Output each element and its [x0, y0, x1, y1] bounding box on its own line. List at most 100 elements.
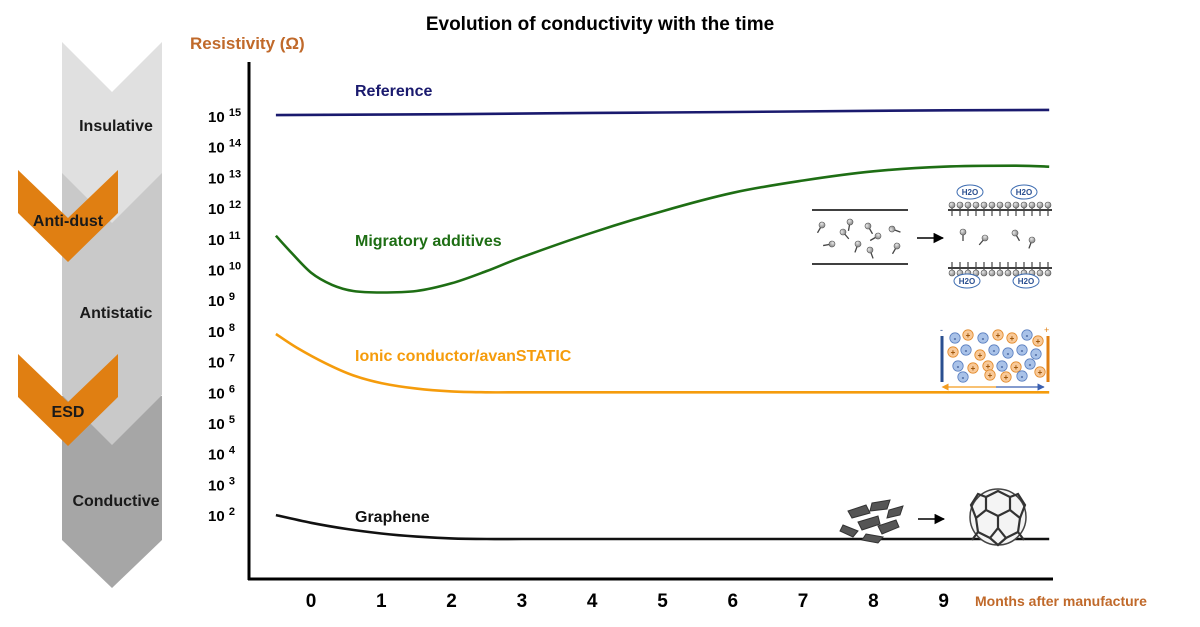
y-tick-label: 10 4: [208, 445, 236, 464]
svg-text:-: -: [965, 346, 968, 355]
y-tick-label: 10 2: [208, 506, 235, 525]
series-line-ionic-conductor: [275, 332, 1050, 394]
svg-text:+: +: [966, 331, 971, 340]
svg-text:H2O: H2O: [1016, 188, 1032, 197]
svg-text:-: -: [1021, 372, 1024, 381]
x-tick-label: 9: [938, 591, 949, 612]
y-tick-label: 10 9: [208, 291, 235, 310]
y-tick-label: 10 10: [208, 261, 241, 280]
svg-text:+: +: [1004, 373, 1009, 382]
water-bubble: H2O: [1010, 184, 1038, 200]
y-tick-label: 10 7: [208, 353, 235, 372]
water-bubble: H2O: [956, 184, 984, 200]
additive-molecule: [866, 246, 874, 259]
svg-text:-: -: [1021, 346, 1024, 355]
band-anti-dust: [18, 170, 118, 262]
y-tick-label: 10 5: [208, 414, 235, 433]
x-axis-label: Months after manufacture: [975, 593, 1147, 609]
additive-molecule: [891, 242, 901, 255]
additive-molecule: [823, 240, 836, 248]
svg-text:-: -: [993, 346, 996, 355]
svg-text:-: -: [962, 373, 965, 382]
svg-text:+: +: [1036, 337, 1041, 346]
additive-molecule: [846, 218, 854, 231]
x-tick-label: 4: [587, 591, 598, 612]
svg-text:-: -: [1001, 362, 1004, 371]
graphene-flake: [869, 499, 891, 512]
x-tick-label: 6: [728, 591, 739, 612]
series-label: Ionic conductor/avanSTATIC: [355, 348, 572, 365]
x-tick-label: 0: [306, 591, 317, 612]
band-insulative: [62, 42, 162, 223]
additive-molecule: [888, 225, 901, 233]
x-tick-label: 8: [868, 591, 879, 612]
band-label-anti-dust: Anti-dust: [33, 213, 104, 230]
y-tick-label: 10 6: [208, 383, 235, 402]
additive-molecule: [839, 228, 850, 240]
graphene-flake: [861, 533, 884, 544]
svg-text:-: -: [957, 362, 960, 371]
x-tick-label: 1: [376, 591, 387, 612]
svg-text:-: -: [940, 325, 943, 335]
svg-text:+: +: [986, 362, 991, 371]
y-tick-label: 10 12: [208, 199, 241, 218]
band-label-conductive: Conductive: [72, 493, 159, 510]
migratory-additives-illustration: H2O H2O H2O H2O: [812, 184, 1052, 289]
water-bubble: H2O: [953, 273, 981, 289]
graphene-flake: [847, 504, 871, 519]
svg-text:H2O: H2O: [1018, 277, 1034, 286]
svg-text:+: +: [996, 331, 1001, 340]
chart-title: Evolution of conductivity with the time: [426, 14, 774, 35]
svg-text:H2O: H2O: [962, 188, 978, 197]
fullerene-icon: [969, 488, 1027, 547]
svg-text:+: +: [1038, 368, 1043, 377]
additive-molecule: [854, 240, 862, 253]
x-tick-label: 7: [798, 591, 809, 612]
additive-molecule: [869, 232, 882, 242]
band-conductive: [62, 396, 162, 588]
y-tick-label: 10 8: [208, 322, 235, 341]
svg-text:-: -: [1026, 331, 1029, 340]
series-line-reference: [275, 108, 1050, 117]
x-tick-label: 3: [517, 591, 528, 612]
svg-text:H2O: H2O: [959, 277, 975, 286]
y-tick-label: 10 14: [208, 138, 242, 157]
band-esd: [18, 354, 118, 446]
y-tick-label: 10 11: [208, 230, 241, 249]
series-label: Migratory additives: [355, 233, 502, 250]
ionic-conductor-illustration: - + - + - + + -++ -+- - - -- + + - + -- + + - +: [940, 325, 1050, 391]
graphene-flake: [886, 505, 904, 519]
water-bubble: H2O: [1012, 273, 1040, 289]
graphene-flake: [877, 519, 900, 535]
x-tick-label: 5: [657, 591, 668, 612]
series-line-migratory-additives: [274, 164, 1050, 294]
y-tick-label: 10 13: [208, 168, 241, 187]
graphene-flake: [857, 515, 881, 531]
svg-text:+: +: [1010, 334, 1015, 343]
svg-text:+: +: [988, 371, 993, 380]
y-tick-label: 10 3: [208, 475, 235, 494]
y-tick-label: 10 15: [208, 107, 241, 126]
additive-molecule: [816, 221, 826, 234]
svg-text:-: -: [1007, 349, 1010, 358]
svg-text:-: -: [1035, 350, 1038, 359]
series-label: Reference: [355, 83, 432, 100]
band-label-antistatic: Antistatic: [80, 305, 153, 322]
svg-text:-: -: [982, 334, 985, 343]
graphene-illustration: [839, 488, 1027, 547]
svg-text:+: +: [971, 364, 976, 373]
svg-text:+: +: [1044, 325, 1049, 335]
y-axis-label: Resistivity (Ω): [190, 34, 305, 53]
graphene-flake: [839, 524, 859, 538]
series-label: Graphene: [355, 509, 430, 526]
classification-bands: Insulative Anti-dust Antistatic ESD Cond…: [18, 42, 162, 588]
additive-molecule: [864, 222, 874, 235]
svg-text:+: +: [1014, 363, 1019, 372]
band-label-insulative: Insulative: [79, 118, 153, 135]
svg-text:-: -: [1029, 360, 1032, 369]
svg-text:+: +: [978, 351, 983, 360]
band-label-esd: ESD: [52, 404, 85, 421]
svg-text:-: -: [954, 334, 957, 343]
svg-text:+: +: [951, 348, 956, 357]
